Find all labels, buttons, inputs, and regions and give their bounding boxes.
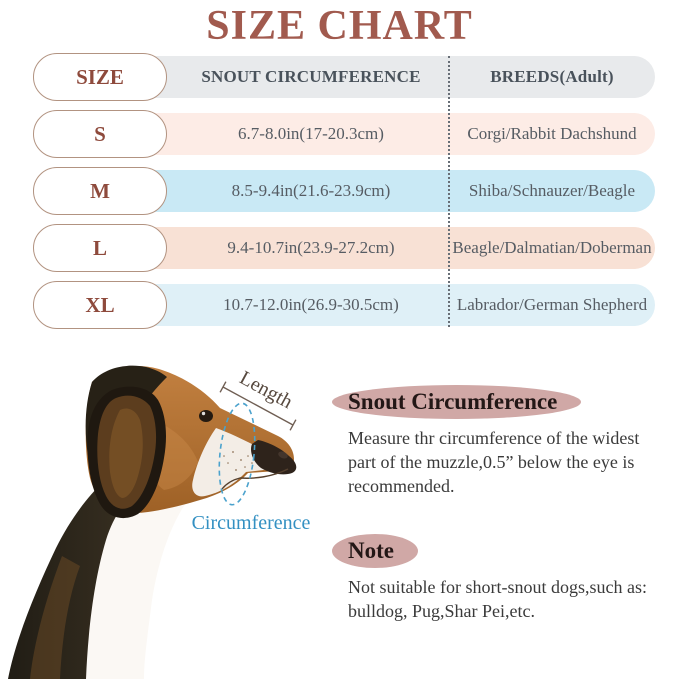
table-header-row: SIZE SNOUT CIRCUMFERENCE BREEDS(Adult) [33,53,655,101]
note-heading: Note [332,534,418,568]
size-header-pill: SIZE [33,53,167,101]
heading-ellipse-highlight [332,385,582,419]
dog-muzzle [192,428,283,497]
size-pill: S [33,110,167,158]
circumference-ellipse [218,402,256,506]
dog-nose [251,440,297,475]
size-pill: L [33,224,167,272]
circumference-label: Circumference [192,512,311,534]
page-title: SIZE CHART [206,3,473,49]
note-text: Not suitable for short-snout dogs,such a… [348,577,647,621]
dog-photo: Length Circumference [8,365,311,679]
length-label: Length [236,367,296,413]
length-measure-line [219,381,297,431]
table-row: XL 10.7-12.0in(26.9-30.5cm) Labrador/Ger… [33,281,655,329]
column-divider-dotted-line [448,56,450,327]
size-pill: M [33,167,167,215]
breeds-cell: Labrador/German Shepherd [456,295,648,314]
snout-circumference-heading: Snout Circumference [332,385,582,419]
circumference-cell: 9.4-10.7in(23.9-27.2cm) [227,238,395,257]
breeds-cell: Shiba/Schnauzer/Beagle [468,181,636,200]
heading-ellipse-highlight [332,534,418,568]
breeds-cell: Corgi/Rabbit Dachshund [467,124,637,143]
size-pill: XL [33,281,167,329]
snout-circumference-text: Measure thr circumference of the widest … [348,428,640,496]
circumference-column-header: SNOUT CIRCUMFERENCE [201,67,421,86]
nose-highlight [278,451,288,459]
table-row: L 9.4-10.7in(23.9-27.2cm) Beagle/Dalmati… [33,224,655,272]
breeds-cell: Beagle/Dalmatian/Doberman [452,238,652,257]
snout-circumference-section: Snout Circumference Measure thr circumfe… [332,385,640,498]
muzzle-speckles [223,451,253,471]
size-table: SIZE SNOUT CIRCUMFERENCE BREEDS(Adult) S… [33,53,655,329]
eye-glint [201,411,206,416]
circumference-cell: 6.7-8.0in(17-20.3cm) [238,124,384,143]
circumference-cell: 10.7-12.0in(26.9-30.5cm) [223,295,399,314]
note-section: Note Not suitable for short-snout dogs,s… [332,534,647,623]
circumference-cell: 8.5-9.4in(21.6-23.9cm) [231,181,391,200]
breeds-column-header: BREEDS(Adult) [490,67,614,86]
dog-chest [86,480,196,679]
dog-ear-highlight [109,408,143,498]
dog-eye [199,410,213,422]
table-row: S 6.7-8.0in(17-20.3cm) Corgi/Rabbit Dach… [33,110,655,158]
dog-measurement-diagram: Length Circumference [0,355,340,679]
dog-mouth-line [221,468,289,490]
table-row: M 8.5-9.4in(21.6-23.9cm) Shiba/Schnauzer… [33,167,655,215]
dog-back-brown-streak [30,556,80,679]
